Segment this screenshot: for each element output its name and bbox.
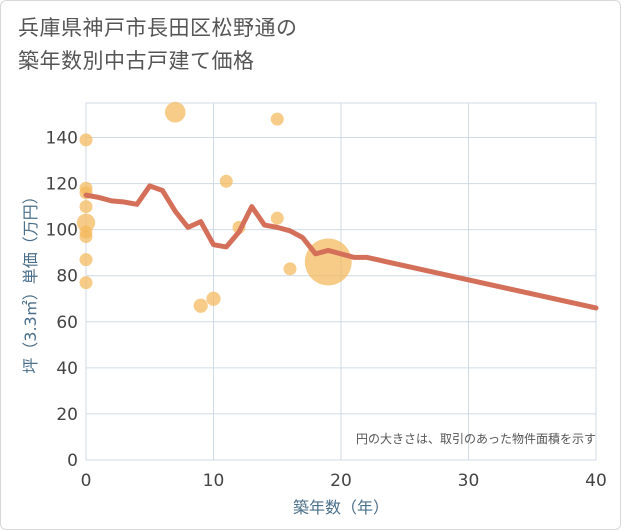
y-tick-label: 20 bbox=[56, 405, 78, 425]
x-tick-label: 0 bbox=[81, 471, 92, 491]
y-tick-label: 120 bbox=[46, 175, 78, 195]
bubbles bbox=[76, 101, 352, 313]
title-line-2: 築年数別中古戸建て価格 bbox=[18, 49, 255, 73]
y-tick-label: 100 bbox=[46, 221, 78, 241]
trend-line bbox=[83, 183, 599, 311]
chart-title: 兵庫県神戸市長田区松野通の 築年数別中古戸建て価格 bbox=[18, 12, 298, 78]
y-axis-label: 坪（3.3㎡）単価（万円） bbox=[21, 188, 40, 373]
y-tick-label: 40 bbox=[56, 359, 78, 379]
x-tick-label: 30 bbox=[458, 471, 480, 491]
x-tick-labels: 0 10 20 30 40 bbox=[81, 471, 607, 491]
bubble-point bbox=[79, 133, 93, 147]
title-line-1: 兵庫県神戸市長田区松野通の bbox=[18, 16, 298, 40]
y-tick-labels: 0 20 40 60 80 100 120 140 bbox=[46, 129, 78, 471]
bubble-point bbox=[76, 213, 96, 232]
y-tick-label: 80 bbox=[56, 267, 78, 287]
x-axis-label: 築年数（年） bbox=[293, 498, 389, 517]
x-tick-label: 10 bbox=[203, 471, 225, 491]
bubble-point bbox=[219, 174, 233, 188]
bubble-point bbox=[79, 230, 93, 244]
trend-line-group bbox=[83, 183, 599, 311]
y-tick-label: 0 bbox=[67, 451, 78, 471]
bubble-point bbox=[283, 262, 297, 276]
bubble-point bbox=[193, 298, 208, 313]
bubble-point bbox=[79, 253, 93, 267]
size-note: 円の大きさは、取引のあった物件面積を示す bbox=[356, 431, 596, 446]
bubble-point bbox=[270, 211, 284, 225]
grid bbox=[85, 103, 597, 461]
bubble-point bbox=[79, 200, 93, 214]
bubble-point bbox=[79, 276, 93, 290]
y-tick-label: 60 bbox=[56, 313, 78, 333]
bubble-point bbox=[164, 101, 186, 123]
x-tick-label: 40 bbox=[585, 471, 607, 491]
bubble-point bbox=[206, 291, 221, 306]
y-tick-label: 140 bbox=[46, 129, 78, 149]
bubble-point bbox=[304, 238, 352, 286]
x-tick-label: 20 bbox=[330, 471, 352, 491]
bubble-point bbox=[270, 112, 284, 126]
